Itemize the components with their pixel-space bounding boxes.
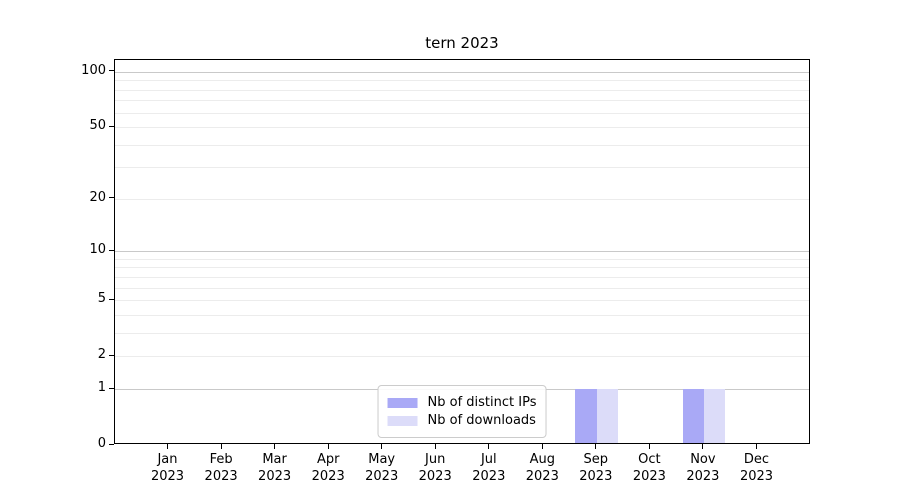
x-tick-label-month: Jul — [480, 452, 497, 467]
gridline-minor — [115, 112, 809, 114]
x-tick-mark — [648, 444, 650, 449]
y-tick-mark — [109, 354, 114, 356]
x-tick-label-year: 2023 — [204, 469, 238, 484]
bar-nb-of-downloads — [703, 389, 726, 443]
y-tick-label: 50 — [89, 118, 106, 134]
y-tick-label: 5 — [97, 291, 106, 307]
x-tick-mark — [167, 444, 168, 449]
bar-nb-of-downloads — [596, 389, 619, 443]
gridline-minor — [115, 198, 809, 200]
x-tick-label: May 2023 — [350, 451, 414, 485]
x-tick-mark — [381, 444, 383, 449]
x-tick-label-month: Dec — [743, 452, 770, 467]
plot-area: Nb of distinct IPs Nb of downloads — [114, 59, 810, 444]
legend-row: Nb of downloads — [387, 413, 537, 428]
gridline-minor — [115, 287, 809, 289]
x-tick-label-month: Nov — [690, 452, 716, 467]
chart-title: tern 2023 — [425, 34, 499, 52]
gridline-minor — [115, 127, 809, 129]
x-tick-label: Sep 2023 — [564, 451, 628, 485]
y-tick-label: 0 — [97, 436, 106, 451]
x-tick-label: Nov 2023 — [671, 451, 735, 485]
legend-swatch — [387, 415, 418, 426]
gridline-minor — [115, 276, 809, 278]
x-tick-label-year: 2023 — [150, 469, 185, 484]
x-tick-label-year: 2023 — [632, 469, 666, 484]
x-tick-label: Aug 2023 — [510, 451, 574, 485]
x-tick-label: Oct 2023 — [617, 451, 681, 485]
x-tick-label-month: Feb — [209, 452, 233, 467]
x-tick-mark — [595, 444, 597, 449]
bar-nb-of-distinct-ips — [682, 389, 704, 443]
x-tick-mark — [220, 444, 222, 449]
x-tick-label-year: 2023 — [311, 469, 345, 484]
y-tick-label: 20 — [89, 189, 106, 205]
y-tick-mark — [109, 70, 114, 72]
legend-row: Nb of distinct IPs — [387, 395, 537, 410]
y-tick-label: 2 — [97, 347, 106, 363]
x-tick-label-year: 2023 — [579, 469, 613, 484]
gridline-minor — [115, 89, 809, 91]
x-tick-mark — [756, 444, 757, 449]
y-tick-mark — [109, 197, 114, 199]
legend-label: Nb of distinct IPs — [427, 395, 537, 410]
x-tick-mark — [434, 444, 436, 449]
x-tick-label-month: Apr — [316, 452, 340, 467]
legend-swatch — [387, 397, 418, 408]
gridline-minor — [115, 267, 809, 269]
y-tick-label: 10 — [89, 242, 106, 258]
x-tick-mark — [327, 444, 329, 449]
gridline-minor — [115, 100, 809, 102]
x-tick-label-year: 2023 — [258, 469, 292, 484]
gridline-minor — [115, 356, 809, 358]
x-tick-label-year: 2023 — [525, 469, 559, 484]
y-tick-mark — [109, 387, 114, 389]
x-tick-label-year: 2023 — [418, 469, 452, 484]
x-tick-mark — [702, 444, 704, 449]
x-tick-label: Mar 2023 — [243, 451, 307, 485]
y-tick-mark — [109, 125, 114, 127]
y-tick-mark — [109, 443, 114, 445]
gridline-minor — [115, 144, 809, 146]
x-tick-label: Jan 2023 — [136, 451, 200, 485]
x-tick-label-month: Jan — [157, 452, 178, 467]
x-tick-label-month: May — [368, 452, 396, 467]
y-tick-label: 1 — [97, 380, 106, 395]
y-tick-mark — [109, 249, 114, 251]
gridline-minor — [115, 167, 809, 169]
gridline-minor — [115, 80, 809, 82]
x-tick-label-year: 2023 — [686, 469, 720, 484]
gridline-minor — [115, 258, 809, 260]
x-tick-label-month: Oct — [638, 452, 661, 467]
gridline-minor — [115, 300, 809, 302]
x-tick-label-year: 2023 — [365, 469, 399, 484]
x-tick-label-month: Aug — [529, 452, 555, 467]
gridline-minor — [115, 332, 809, 334]
y-tick-mark — [109, 298, 114, 300]
legend: Nb of distinct IPs Nb of downloads — [377, 385, 547, 438]
bar-nb-of-distinct-ips — [575, 389, 597, 443]
x-tick-label-year: 2023 — [472, 469, 506, 484]
x-tick-label: Jul 2023 — [457, 451, 521, 485]
x-tick-label: Dec 2023 — [725, 451, 789, 485]
gridline-minor — [115, 314, 809, 316]
x-tick-label-month: Mar — [262, 452, 287, 467]
x-tick-mark — [541, 444, 543, 449]
y-tick-label: 100 — [81, 62, 106, 78]
x-tick-label-year: 2023 — [739, 469, 774, 484]
legend-label: Nb of downloads — [427, 413, 536, 428]
gridline-major — [115, 251, 809, 253]
x-tick-label: Apr 2023 — [296, 451, 360, 485]
x-tick-mark — [488, 444, 490, 449]
x-tick-label-month: Sep — [583, 452, 609, 467]
x-tick-mark — [274, 444, 276, 449]
x-tick-label-month: Jun — [425, 452, 446, 467]
gridline-major — [115, 71, 809, 73]
x-tick-label: Feb 2023 — [189, 451, 253, 485]
x-tick-label: Jun 2023 — [403, 451, 467, 485]
